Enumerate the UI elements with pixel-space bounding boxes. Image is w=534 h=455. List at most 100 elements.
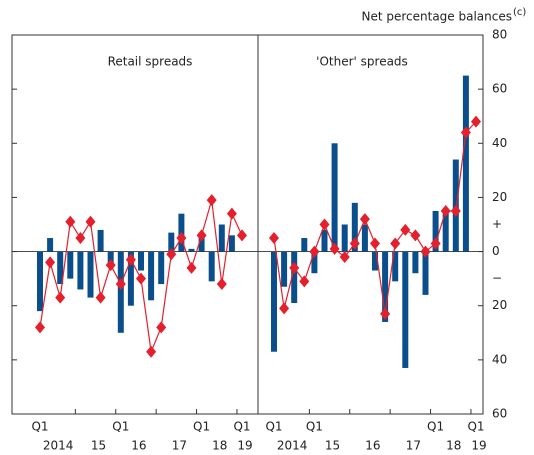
- bar: [402, 251, 409, 368]
- bar: [107, 251, 114, 266]
- marker: [45, 256, 56, 269]
- x-tick-label: Q1: [112, 420, 129, 434]
- bar: [392, 251, 399, 282]
- marker: [95, 291, 106, 304]
- marker: [299, 275, 310, 288]
- marker: [146, 345, 157, 358]
- marker: [269, 232, 279, 245]
- frame: [11, 34, 484, 415]
- year-label: 18: [446, 439, 461, 453]
- bar: [218, 224, 225, 252]
- year-label: 17: [406, 439, 421, 453]
- bar: [198, 232, 205, 252]
- y-title-note: (c): [513, 7, 526, 18]
- bar: [188, 248, 195, 252]
- bar: [158, 251, 165, 285]
- x-tick-label: Q1: [265, 420, 282, 434]
- bar: [138, 251, 144, 271]
- marker: [156, 321, 167, 334]
- marker: [35, 321, 45, 334]
- bar: [382, 251, 389, 322]
- bar: [148, 251, 155, 301]
- y-title: Net percentage balances: [361, 10, 512, 24]
- panel-title: Retail spreads: [108, 55, 193, 69]
- bar: [301, 238, 308, 252]
- marker: [206, 194, 217, 207]
- bar: [67, 251, 74, 279]
- x-tick-label: Q1: [233, 420, 250, 434]
- bar: [208, 251, 215, 282]
- year-label: 2014: [277, 439, 308, 453]
- marker: [289, 261, 300, 274]
- year-label: 19: [471, 439, 486, 453]
- marker: [370, 237, 380, 250]
- bar: [47, 238, 54, 252]
- marker: [329, 242, 340, 255]
- marker: [85, 215, 96, 228]
- bar: [361, 224, 368, 252]
- marker: [166, 248, 177, 261]
- bar: [412, 251, 419, 274]
- marker: [460, 126, 471, 139]
- y-tick-label: 20: [492, 298, 507, 312]
- marker: [65, 215, 76, 228]
- bar: [291, 251, 298, 304]
- bar: [372, 251, 378, 271]
- marker: [440, 204, 451, 217]
- bar: [168, 232, 175, 252]
- marker: [410, 229, 421, 242]
- year-label: 18: [212, 439, 227, 453]
- marker: [136, 272, 146, 285]
- marker: [349, 237, 360, 250]
- y-tick-label: 80: [492, 28, 507, 42]
- marker: [226, 207, 237, 220]
- bar: [462, 75, 469, 252]
- marker: [450, 204, 461, 217]
- year-label: 15: [325, 439, 340, 453]
- marker: [176, 232, 187, 245]
- y-tick-label: 40: [492, 136, 507, 150]
- bar: [351, 202, 358, 252]
- bar: [228, 235, 235, 252]
- marker: [237, 229, 247, 242]
- year-label: 17: [172, 439, 187, 453]
- marker: [279, 302, 290, 315]
- year-label: 15: [91, 439, 106, 453]
- bar: [87, 251, 94, 298]
- year-label: 16: [131, 439, 146, 453]
- marker: [125, 253, 136, 266]
- marker: [216, 278, 227, 291]
- bar: [57, 251, 64, 285]
- marker: [75, 232, 86, 245]
- bar: [422, 251, 429, 295]
- x-tick-label: Q1: [306, 420, 323, 434]
- marker: [319, 218, 330, 231]
- y-tick-label: 20: [492, 190, 507, 204]
- marker: [400, 223, 411, 236]
- bar: [311, 251, 318, 274]
- year-label: 2014: [43, 439, 74, 453]
- bar: [432, 210, 439, 252]
- bar: [127, 251, 134, 306]
- x-tick-label: Q1: [193, 420, 210, 434]
- y-tick-label: 60: [492, 407, 507, 421]
- y-tick-label: 40: [492, 352, 507, 366]
- marker: [196, 229, 207, 242]
- marker: [55, 291, 66, 304]
- marker: [359, 213, 370, 226]
- marker: [309, 245, 320, 258]
- marker: [186, 261, 197, 274]
- bar: [281, 251, 288, 287]
- y-tick-label: 0: [492, 244, 500, 258]
- sign-label: +: [492, 217, 502, 231]
- bar: [321, 229, 328, 252]
- marker: [115, 278, 126, 291]
- bar: [77, 251, 84, 290]
- bar: [37, 251, 43, 312]
- bar: [442, 213, 449, 252]
- bar: [271, 251, 277, 352]
- bar: [341, 224, 348, 252]
- marker: [430, 237, 441, 250]
